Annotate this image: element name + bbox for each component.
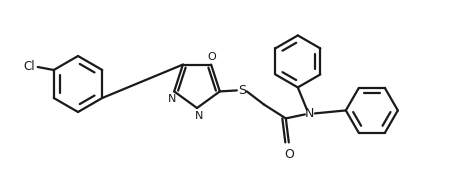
Text: S: S <box>238 84 246 97</box>
Text: O: O <box>208 52 217 62</box>
Text: Cl: Cl <box>23 60 35 73</box>
Text: N: N <box>305 107 314 120</box>
Text: N: N <box>168 94 177 104</box>
Text: N: N <box>195 111 203 121</box>
Text: O: O <box>284 148 294 161</box>
